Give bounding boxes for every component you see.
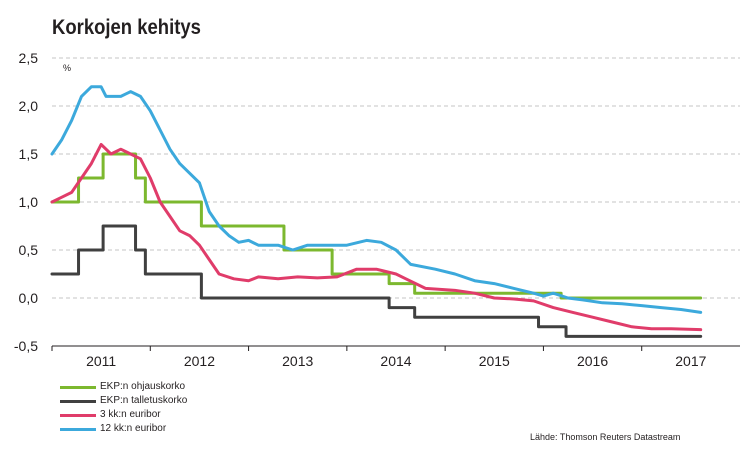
source-note: Lähde: Thomson Reuters Datastream: [530, 432, 681, 442]
chart-title: Korkojen kehitys: [52, 16, 201, 39]
y-tick-label: 1,5: [19, 146, 39, 162]
x-tick-label: 2013: [282, 353, 313, 369]
legend-swatch: [60, 427, 96, 431]
legend-item-ohjauskorko: EKP:n ohjauskorko: [60, 380, 187, 394]
y-tick-label: 1,0: [19, 194, 39, 210]
x-tick-label: 2015: [479, 353, 510, 369]
legend-item-euribor-3kk: 3 kk:n euribor: [60, 408, 187, 422]
y-tick-label: 0,0: [19, 290, 39, 306]
x-tick-label: 2016: [577, 353, 608, 369]
legend-item-talletuskorko: EKP:n talletuskorko: [60, 394, 187, 408]
legend-label: EKP:n ohjauskorko: [100, 381, 186, 392]
y-tick-label: -0,5: [14, 338, 38, 354]
x-tick-label: 2014: [380, 353, 411, 369]
legend-swatch: [60, 399, 96, 403]
x-tick-label: 2011: [86, 353, 116, 369]
y-tick-label: 2,0: [19, 98, 39, 114]
series-line-3: [50, 85, 703, 314]
legend-swatch: [60, 385, 96, 389]
x-tick-label: 2012: [184, 353, 215, 369]
legend-label: EKP:n talletuskorko: [100, 395, 188, 406]
series-line-2: [50, 142, 703, 332]
series-line-1: [50, 224, 703, 338]
legend-swatch: [60, 413, 96, 417]
legend-item-euribor-12kk: 12 kk:n euribor: [60, 422, 187, 436]
y-tick-label: 2,5: [19, 50, 39, 66]
y-tick-label: 0,5: [19, 242, 39, 258]
legend: EKP:n ohjauskorko EKP:n talletuskorko 3 …: [60, 380, 187, 436]
y-axis-unit-label: %: [63, 63, 71, 73]
x-tick-label: 2017: [675, 353, 706, 369]
legend-label: 12 kk:n euribor: [100, 423, 167, 434]
legend-label: 3 kk:n euribor: [100, 409, 161, 420]
series-line-0: [50, 152, 703, 300]
